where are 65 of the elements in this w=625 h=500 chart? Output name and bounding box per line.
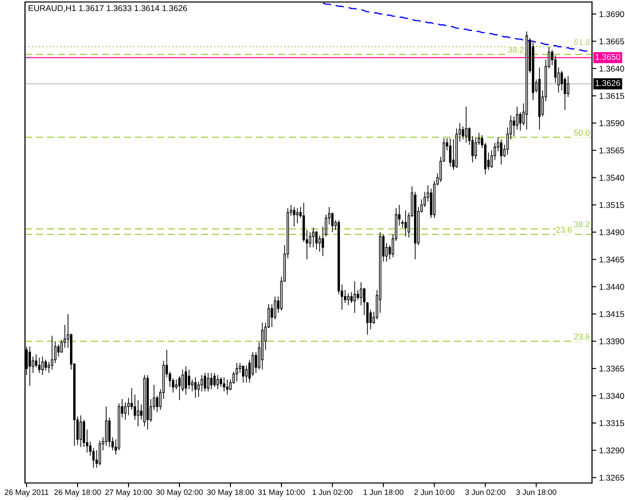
candlestick [464, 106, 468, 144]
candlestick [315, 230, 318, 250]
candlestick [143, 374, 146, 427]
candlestick [146, 374, 149, 430]
candlestick [222, 376, 226, 392]
y-tick-label: 1.3265 [600, 474, 624, 481]
annotation: 23.6 [574, 334, 590, 340]
candlestick [98, 440, 102, 466]
annotation: 61.8 [574, 39, 590, 46]
candlestick [206, 372, 210, 392]
candlestick [220, 376, 222, 388]
y-tick-label: 1.3540 [600, 174, 624, 181]
ref-line-label: 1.3626 [596, 80, 620, 86]
candlestick [80, 414, 82, 448]
candlestick [236, 362, 238, 382]
candlestick [41, 356, 44, 376]
annotation: 23.6 [556, 226, 572, 233]
candlestick [50, 335, 54, 370]
annotation: 50.0 [574, 130, 590, 136]
candlestick [312, 227, 314, 248]
y-tick-label: 1.3565 [600, 148, 624, 154]
y-tick-label: 1.3365 [600, 366, 624, 372]
candlestick [216, 374, 219, 390]
candlestick [210, 372, 213, 390]
y-tick-label: 1.3340 [600, 392, 624, 399]
candlestick [184, 366, 188, 396]
candlestick [261, 322, 264, 370]
candlestick [28, 346, 31, 386]
candlestick [213, 372, 216, 388]
candlestick [124, 402, 127, 420]
candlestick [44, 359, 47, 372]
candlestick [204, 372, 206, 392]
y-tick-label: 1.3490 [600, 229, 624, 236]
candlestick [449, 138, 452, 168]
candlestick [500, 139, 502, 165]
y-tick-label: 1.3690 [600, 11, 624, 18]
candlestick [538, 67, 541, 130]
y-tick-label: 1.3665 [600, 38, 624, 44]
y-tick-label: 1.3315 [600, 420, 624, 426]
candlestick [404, 210, 407, 237]
y-tick-label: 1.3465 [600, 256, 624, 263]
y-tick-label: 1.3590 [600, 120, 624, 126]
y-tick-label: 1.3640 [600, 66, 624, 72]
candlestick [347, 292, 350, 306]
chart-title: EURAUD,H1 1.3617 1.3633 1.3614 1.3626 [28, 5, 188, 12]
y-tick-label: 1.3390 [600, 338, 624, 344]
candlestick [296, 208, 299, 224]
annotation: 38.2 [508, 46, 524, 53]
candlestick [226, 379, 228, 396]
candlestick [292, 206, 296, 228]
candlestick [322, 226, 324, 257]
candlestick [242, 364, 244, 384]
candlestick [354, 280, 356, 314]
y-tick-label: 1.3515 [600, 202, 624, 208]
y-tick-label: 1.3415 [600, 311, 624, 318]
candlestick [105, 406, 108, 446]
y-tick-label: 1.3440 [600, 284, 624, 290]
candlestick [474, 136, 477, 160]
y-tick-label: 1.3615 [600, 93, 624, 99]
candlestick [194, 376, 197, 398]
y-tick-label: 1.3290 [600, 447, 624, 454]
candlestick [532, 42, 534, 101]
annotation: 38.2 [574, 221, 590, 228]
candlestick [38, 357, 41, 374]
ref-line-label: 1.3650 [596, 54, 620, 60]
